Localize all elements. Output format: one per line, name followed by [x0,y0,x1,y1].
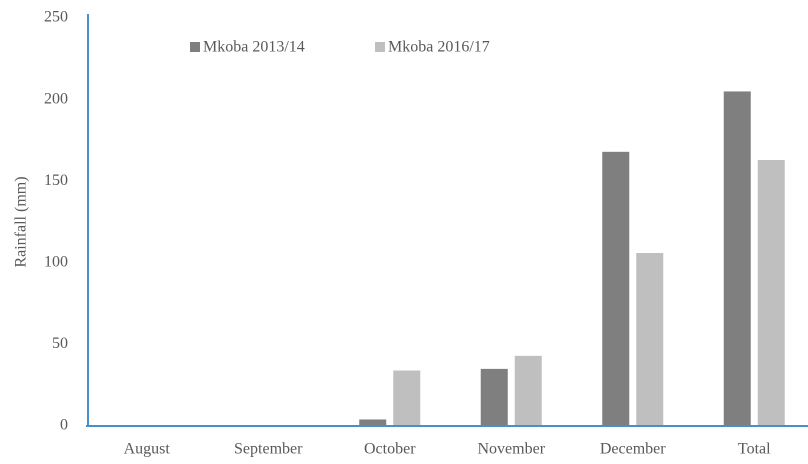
bar [602,151,630,426]
x-tick-label: December [600,441,666,458]
bar [393,370,421,426]
y-tick-label: 50 [52,335,68,352]
x-tick-label: August [124,441,171,458]
y-tick-label: 200 [44,90,68,107]
legend-label: Mkoba 2013/14 [203,39,305,56]
legend-swatch [375,42,385,52]
bar [480,368,508,426]
x-tick-label: September [234,441,303,458]
y-axis-label: Rainfall (mm) [13,176,30,267]
y-tick-label: 0 [60,417,68,434]
bar [514,355,542,426]
y-tick-label: 150 [44,172,68,189]
legend-label: Mkoba 2016/17 [388,39,490,56]
bar [757,159,785,426]
y-tick-label: 100 [44,253,68,270]
x-tick-label: November [477,441,545,458]
y-tick-label: 250 [44,9,68,26]
bar [723,91,751,426]
x-tick-label: Total [738,441,771,458]
legend-swatch [190,42,200,52]
x-tick-label: October [364,441,416,458]
bar [636,253,664,426]
bar [359,419,387,426]
